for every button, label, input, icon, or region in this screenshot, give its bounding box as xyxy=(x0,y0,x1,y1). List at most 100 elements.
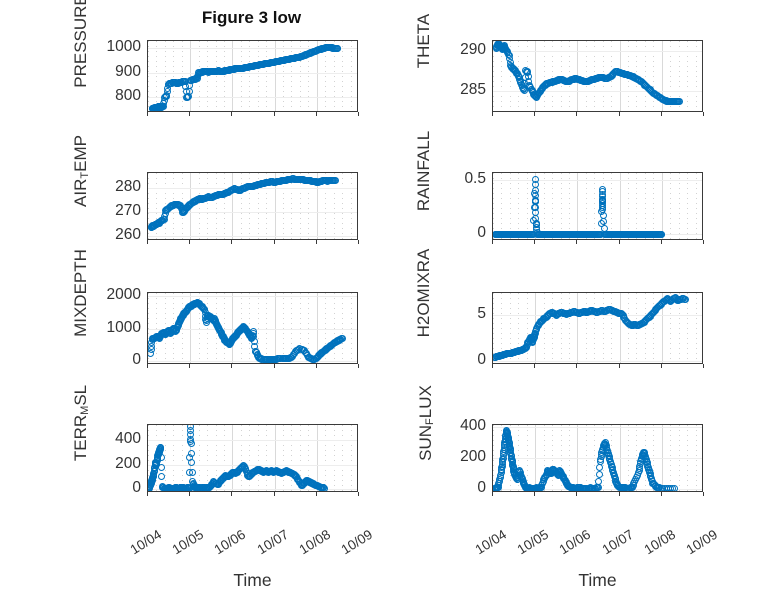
data-point xyxy=(595,471,603,478)
panel-air-temp: 260 270 280 AIRTEMP xyxy=(71,135,359,244)
x-tick-mark xyxy=(492,364,493,368)
y-tick-label: 0 xyxy=(477,351,486,369)
data-point xyxy=(188,449,195,457)
panel-pressure: 800 900 1000 PRESSURE xyxy=(71,0,359,116)
x-tick-label: 10/08 xyxy=(296,526,333,558)
y-tick-label: 0 xyxy=(132,479,141,497)
y-tick-label: 400 xyxy=(460,417,486,435)
plot-axes xyxy=(492,424,703,492)
x-tick-labels: 10/04 10/05 10/06 10/07 10/08 10/09 xyxy=(128,500,376,558)
x-tick-mark xyxy=(619,364,620,368)
plot-axes xyxy=(492,40,703,112)
y-tick-label: 1000 xyxy=(106,38,141,56)
x-tick-mark xyxy=(534,364,535,368)
y-tick-label: 270 xyxy=(115,201,141,219)
x-tick-mark xyxy=(316,240,317,244)
panel-terr-msl: 0 200 400 TERRMSL 10/04 10/05 10/06 10/07 10/08 1… xyxy=(71,385,375,590)
panel-h2omixra: 0 5 H2OMIXRA xyxy=(414,249,704,368)
data-series xyxy=(493,173,702,239)
x-tick-mark xyxy=(274,112,275,116)
x-tick-label: 10/04 xyxy=(472,526,510,558)
plot-axes xyxy=(147,424,358,492)
x-tick-mark xyxy=(492,112,493,116)
data-point xyxy=(188,468,196,476)
data-point xyxy=(596,464,604,472)
data-point xyxy=(668,484,676,491)
x-tick-label: 10/06 xyxy=(556,526,594,558)
x-tick-mark xyxy=(316,112,317,116)
x-tick-mark xyxy=(231,492,232,496)
x-tick-mark xyxy=(534,240,535,244)
x-tick-label: 10/07 xyxy=(254,526,291,558)
x-tick-mark xyxy=(189,364,190,368)
y-axis-title: TERRMSL xyxy=(71,346,91,500)
y-tick-label: 260 xyxy=(115,226,141,244)
y-axis-title: SUNFLUX xyxy=(416,346,436,500)
x-tick-mark xyxy=(661,492,662,496)
panel-mixdepth: 0 1000 2000 MIXDEPTH xyxy=(71,249,359,368)
x-tick-mark xyxy=(576,240,577,244)
y-axis-title-text: TERRMSL xyxy=(71,384,91,462)
x-tick-mark xyxy=(661,364,662,368)
x-tick-mark xyxy=(576,112,577,116)
y-tick-labels: 800 900 1000 xyxy=(95,38,141,112)
x-tick-mark xyxy=(703,364,704,368)
x-tick-mark xyxy=(147,112,148,116)
x-tick-mark xyxy=(358,364,359,368)
y-tick-label: 800 xyxy=(115,87,141,105)
y-tick-label: 285 xyxy=(460,80,486,98)
data-series xyxy=(493,293,702,363)
y-tick-label: 5 xyxy=(477,305,486,323)
x-tick-label: 10/09 xyxy=(683,526,721,558)
x-tick-mark xyxy=(703,240,704,244)
data-point xyxy=(158,473,166,481)
y-tick-labels: 0 1000 2000 xyxy=(95,286,141,368)
x-tick-mark xyxy=(576,364,577,368)
x-tick-mark xyxy=(619,240,620,244)
y-tick-label: 290 xyxy=(460,40,486,58)
x-tick-labels: 10/04 10/05 10/06 10/07 10/08 10/09 xyxy=(473,500,721,558)
y-tick-label: 0 xyxy=(132,351,141,369)
x-tick-label: 10/06 xyxy=(211,526,249,558)
x-tick-mark xyxy=(358,492,359,496)
y-axis-title-text: SUNFLUX xyxy=(416,385,436,461)
y-tick-label: 200 xyxy=(115,454,141,472)
x-tick-mark xyxy=(316,492,317,496)
x-tick-mark xyxy=(661,112,662,116)
x-tick-mark xyxy=(703,492,704,496)
x-tick-mark xyxy=(274,240,275,244)
x-tick-mark xyxy=(358,240,359,244)
x-tick-mark xyxy=(231,364,232,368)
y-tick-label: 2000 xyxy=(106,286,141,304)
x-tick-label: 10/05 xyxy=(514,526,552,558)
y-axis-title-text: AIRTEMP xyxy=(71,135,91,207)
x-tick-mark xyxy=(189,240,190,244)
y-tick-label: 0.5 xyxy=(464,169,486,187)
x-tick-mark xyxy=(189,492,190,496)
x-axis-title: Time xyxy=(578,570,617,590)
figure-title: Figure 3 low xyxy=(201,8,302,27)
plot-axes xyxy=(147,40,358,112)
y-tick-labels: 0 200 400 xyxy=(95,424,141,497)
x-tick-mark xyxy=(147,364,148,368)
x-tick-mark xyxy=(661,240,662,244)
plot-axes xyxy=(492,292,703,364)
y-tick-label: 0 xyxy=(477,479,486,497)
x-tick-mark xyxy=(576,492,577,496)
data-series xyxy=(148,293,357,363)
plot-axes xyxy=(492,172,703,240)
data-point xyxy=(595,477,603,485)
y-tick-labels: 0 200 400 xyxy=(440,417,486,496)
x-tick-label: 10/09 xyxy=(338,526,376,558)
data-point xyxy=(675,98,683,105)
data-series xyxy=(493,425,702,491)
plot-axes xyxy=(147,292,358,364)
y-tick-label: 400 xyxy=(115,429,141,447)
x-tick-mark xyxy=(147,492,148,496)
plot-axes xyxy=(147,172,358,240)
x-tick-mark xyxy=(147,240,148,244)
x-tick-label: 10/07 xyxy=(599,526,636,558)
x-tick-mark xyxy=(316,364,317,368)
y-tick-label: 900 xyxy=(115,62,141,80)
x-tick-mark xyxy=(492,492,493,496)
